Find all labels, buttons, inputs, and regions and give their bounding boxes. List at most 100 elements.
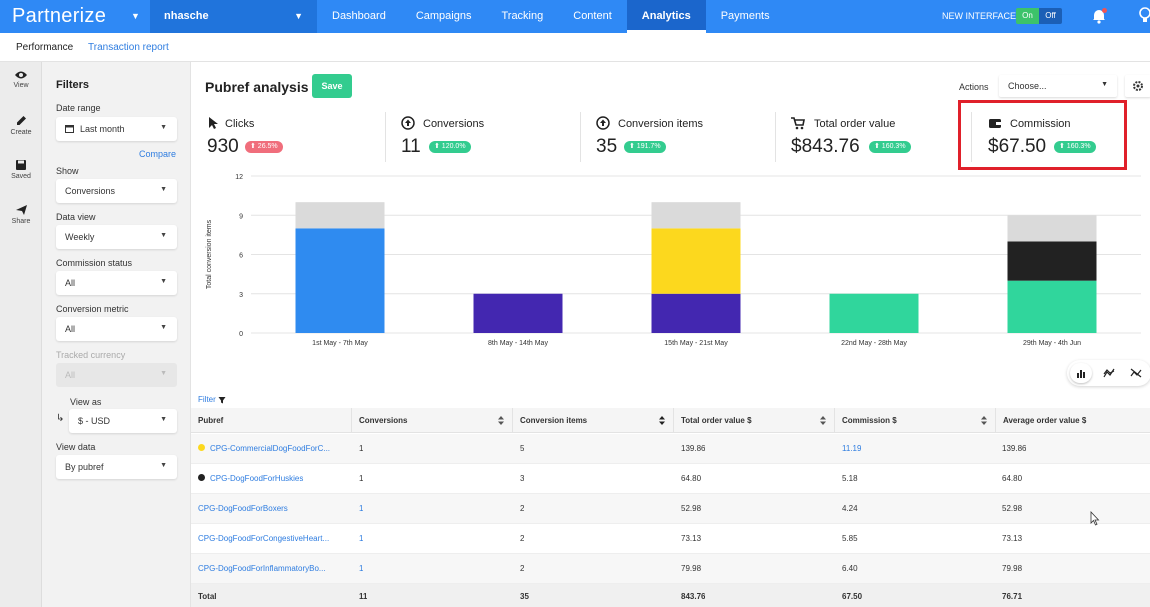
calendar-icon <box>65 125 74 133</box>
chart-bar-segment <box>1007 280 1097 333</box>
cell-commission: 11.19 <box>842 444 862 453</box>
sort-icon <box>820 416 826 425</box>
chevron-down-icon: ▼ <box>1101 81 1108 88</box>
actions-select[interactable]: Choose... ▼ <box>999 75 1117 97</box>
rail-view[interactable]: View <box>0 70 42 89</box>
table-filter-label: Filter <box>198 395 216 404</box>
col-conversion-items-label: Conversion items <box>520 416 588 425</box>
main-content: Pubref analysis Save Actions Choose... ▼… <box>191 62 1150 607</box>
cell-average-order-value: 52.98 <box>1002 504 1023 513</box>
pubref-link[interactable]: CPG-DogFoodForHuskies <box>210 474 304 483</box>
view-data-label: View data <box>56 442 96 452</box>
tracked-currency-label: Tracked currency <box>56 350 126 360</box>
pubref-link[interactable]: CPG-DogFoodForCongestiveHeart... <box>198 534 330 543</box>
total-label: Total <box>198 592 217 601</box>
tab-performance[interactable]: Performance <box>16 42 74 53</box>
kpi-conversion-items: Conversion items 35 ⬆ 191.7% <box>596 111 766 163</box>
tab-transaction-report[interactable]: Transaction report <box>88 42 169 53</box>
table-row: CPG-DogFoodForHuskies 1 3 64.80 5.18 64.80 <box>191 464 1150 494</box>
data-view-label: Data view <box>56 212 96 222</box>
cell-pubref[interactable]: CPG-CommercialDogFoodForC... <box>198 434 330 464</box>
sort-icon <box>981 416 987 425</box>
col-conversions[interactable]: Conversions <box>351 408 512 433</box>
cell-pubref[interactable]: CPG-DogFoodForHuskies <box>198 464 303 494</box>
bar-chart-button[interactable] <box>1070 363 1092 383</box>
nav-content[interactable]: Content <box>573 10 612 22</box>
col-conversion-items[interactable]: Conversion items <box>512 408 673 433</box>
nav-campaigns[interactable]: Campaigns <box>415 10 472 22</box>
cell-average-order-value: 139.86 <box>1002 444 1027 453</box>
up-circle-icon <box>401 116 415 130</box>
chevron-down-icon[interactable]: ▼ <box>131 11 140 21</box>
mouse-pointer-icon <box>1090 511 1100 526</box>
nav-analytics[interactable]: Analytics <box>626 0 706 33</box>
show-select[interactable]: Conversions ▼ <box>56 179 177 203</box>
pubref-link[interactable]: CPG-CommercialDogFoodForC... <box>210 444 331 453</box>
logo-text: Partnerize <box>12 5 107 27</box>
date-range-value: Last month <box>80 124 125 134</box>
chevron-down-icon: ▼ <box>160 232 167 239</box>
rail-create[interactable]: Create <box>0 114 42 136</box>
filters-title: Filters <box>56 79 90 91</box>
cell-conversion-items: 3 <box>520 474 525 483</box>
hide-chart-button[interactable] <box>1125 363 1147 383</box>
y-tick-label: 3 <box>239 292 243 299</box>
new-interface-toggle[interactable]: On Off <box>1016 8 1062 24</box>
col-commission[interactable]: Commission $ <box>834 408 995 433</box>
total-conversions: 11 <box>359 592 368 601</box>
table-filter-link[interactable]: Filter <box>198 395 226 404</box>
view-data-value: By pubref <box>65 462 104 472</box>
conversion-metric-value: All <box>65 324 76 334</box>
kpi-value: $67.50 <box>988 136 1047 157</box>
cell-commission: 5.18 <box>842 474 858 483</box>
nav-dashboard[interactable]: Dashboard <box>332 10 386 22</box>
total-order-value: 843.76 <box>681 592 706 601</box>
save-button[interactable]: Save <box>312 74 352 98</box>
view-data-select[interactable]: By pubref ▼ <box>56 455 177 479</box>
cell-average-order-value: 73.13 <box>1002 534 1023 543</box>
commission-status-select[interactable]: All ▼ <box>56 271 177 295</box>
kpi-label: Conversion items <box>618 118 703 130</box>
cell-pubref[interactable]: CPG-DogFoodForInflammatoryBo... <box>198 554 326 584</box>
pubref-link[interactable]: CPG-DogFoodForBoxers <box>198 504 288 513</box>
chevron-down-icon: ▼ <box>160 416 167 423</box>
chevron-down-icon: ▼ <box>160 124 167 131</box>
cell-conversion-items: 2 <box>520 504 525 513</box>
col-average-order-value[interactable]: Average order value $ <box>995 408 1150 433</box>
rail-share[interactable]: Share <box>0 204 42 225</box>
cell-pubref[interactable]: CPG-DogFoodForBoxers <box>198 494 288 524</box>
notification-bell-icon[interactable] <box>1090 7 1108 25</box>
conversion-metric-select[interactable]: All ▼ <box>56 317 177 341</box>
nav-payments[interactable]: Payments <box>720 10 770 22</box>
date-range-label: Date range <box>56 103 101 113</box>
account-switcher[interactable]: nhasche ▼ <box>150 0 317 33</box>
kpi-commission: Commission $67.50 ⬆ 160.3% <box>988 111 1148 163</box>
pubref-link[interactable]: CPG-DogFoodForInflammatoryBo... <box>198 564 326 573</box>
toggle-off[interactable]: Off <box>1039 8 1062 24</box>
col-pubref[interactable]: Pubref <box>198 416 224 425</box>
compare-link[interactable]: Compare <box>139 149 177 159</box>
total-conversion-items: 35 <box>520 592 529 601</box>
cell-total-order-value: 79.98 <box>681 564 702 573</box>
send-icon <box>15 205 27 215</box>
chart-bar-segment <box>1007 241 1097 281</box>
line-chart-button[interactable] <box>1098 363 1120 383</box>
toggle-on[interactable]: On <box>1016 8 1039 24</box>
return-arrow-icon: ↳ <box>56 413 65 424</box>
chevron-down-icon: ▼ <box>294 11 303 21</box>
brand-logo[interactable]: Partnerize ▼ <box>0 0 150 33</box>
settings-button[interactable] <box>1125 75 1150 97</box>
rail-saved[interactable]: Saved <box>0 159 42 180</box>
col-total-order-value[interactable]: Total order value $ <box>673 408 834 433</box>
lightbulb-icon[interactable] <box>1138 6 1150 26</box>
table-row: CPG-CommercialDogFoodForC... 1 5 139.86 11.1… <box>191 434 1150 464</box>
cell-pubref[interactable]: CPG-DogFoodForCongestiveHeart... <box>198 524 329 554</box>
y-tick-label: 6 <box>239 253 243 260</box>
nav-tracking[interactable]: Tracking <box>501 10 544 22</box>
date-range-select[interactable]: Last month ▼ <box>56 117 177 141</box>
kpi-value: 35 <box>596 136 618 157</box>
cell-total-order-value: 64.80 <box>681 474 702 483</box>
view-as-select[interactable]: $ - USD ▼ <box>69 409 177 433</box>
data-view-select[interactable]: Weekly ▼ <box>56 225 177 249</box>
kpi-change-badge: ⬆ 160.3% <box>869 141 911 153</box>
